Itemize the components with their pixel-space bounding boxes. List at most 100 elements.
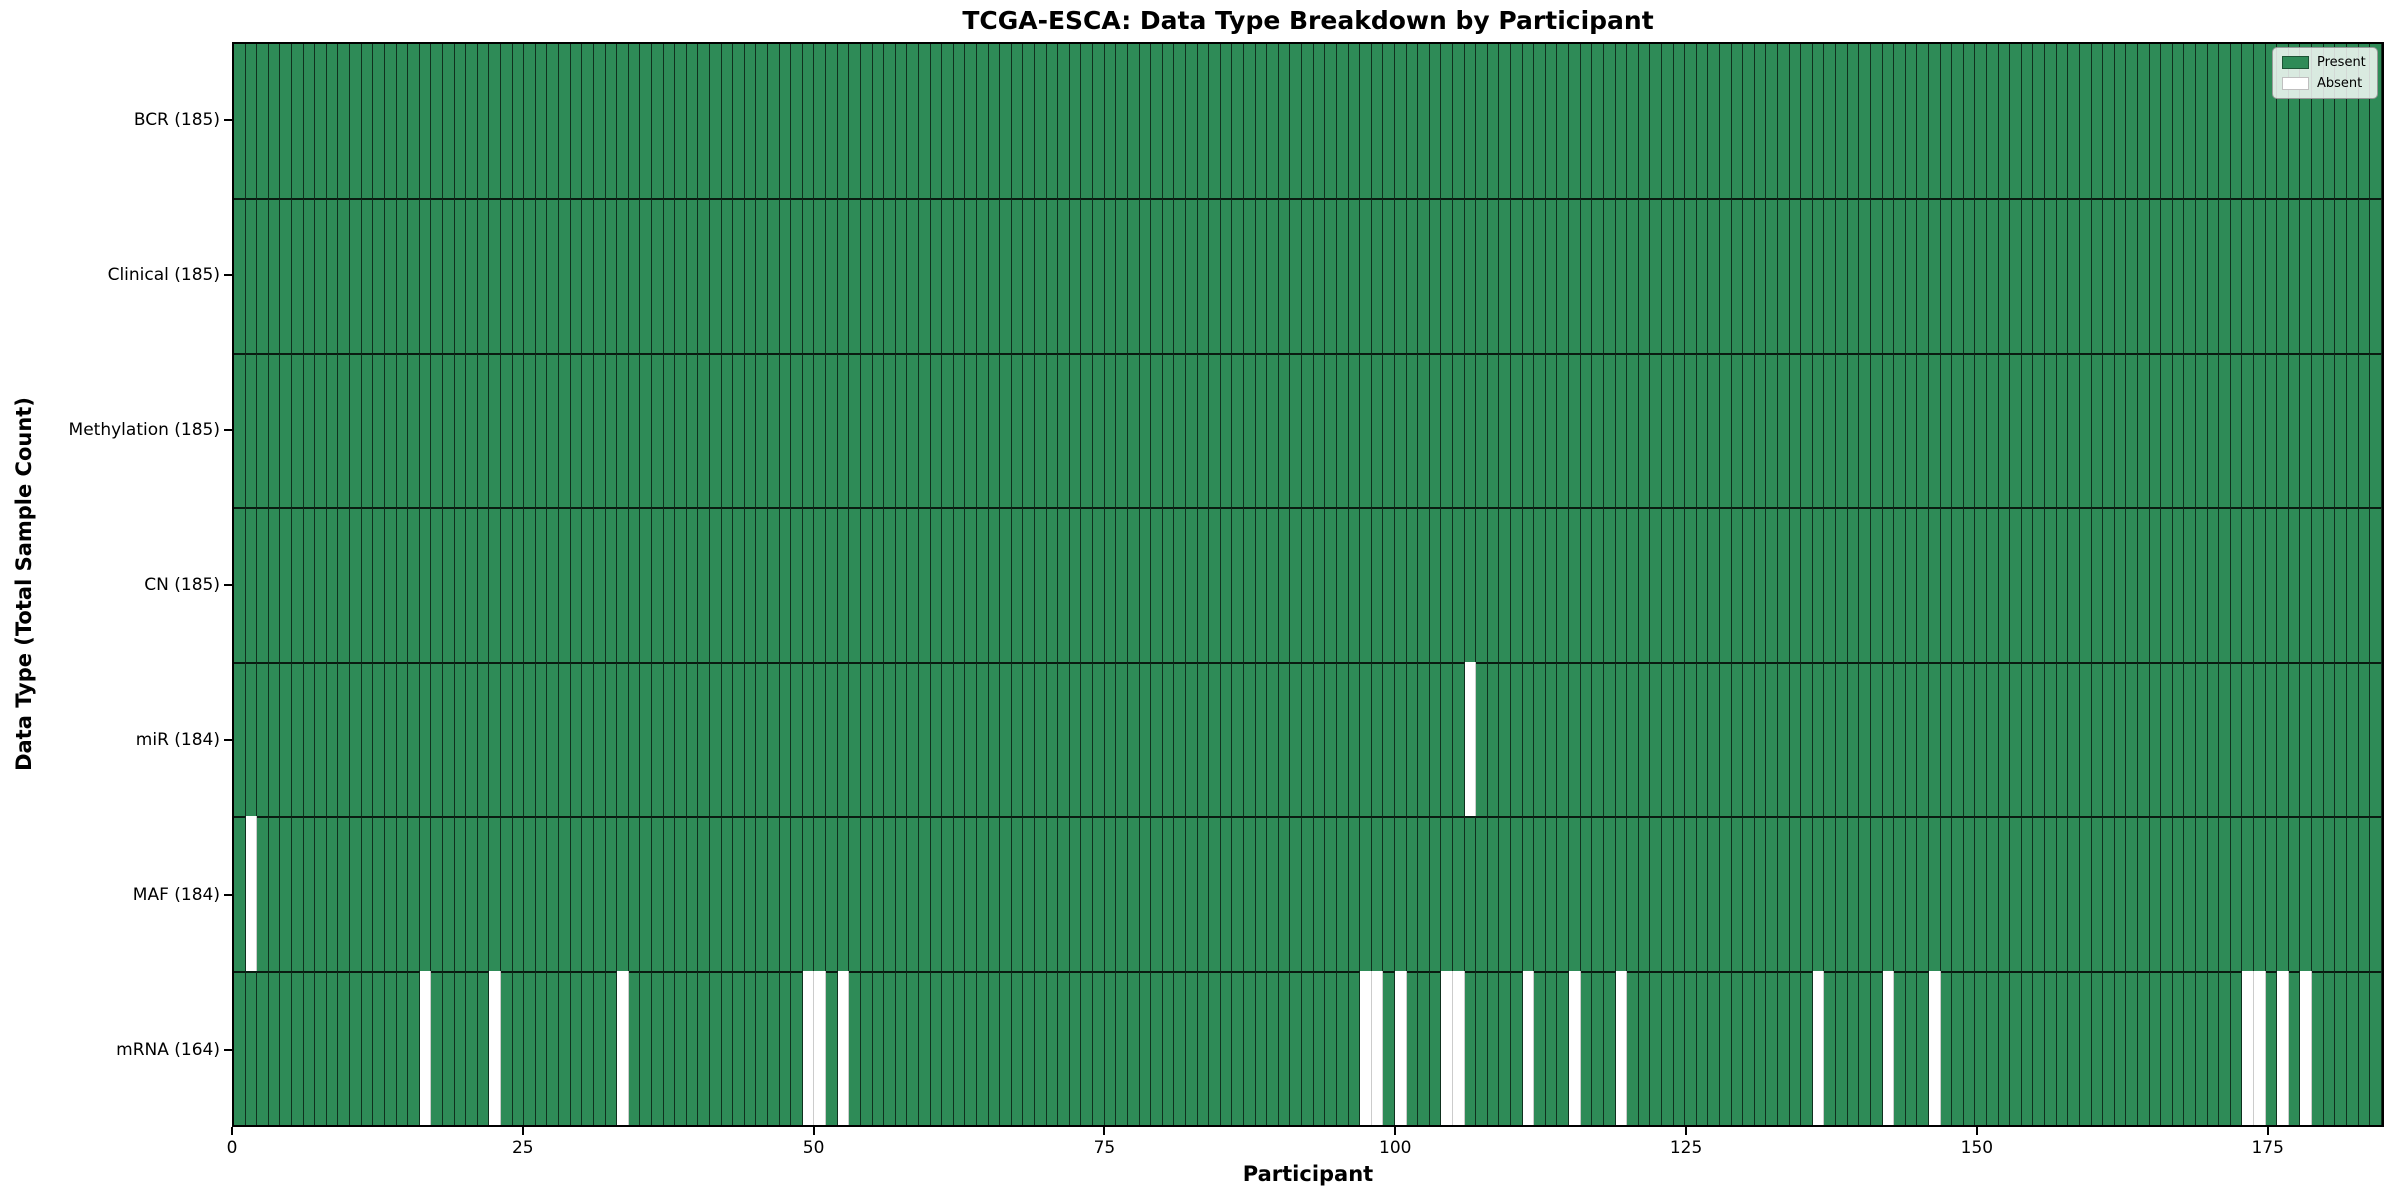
cell-present bbox=[593, 198, 606, 353]
cell-absent bbox=[814, 970, 827, 1125]
cell-present bbox=[2161, 507, 2173, 662]
cell-present bbox=[640, 507, 652, 662]
x-tick-label-25: 25 bbox=[511, 1138, 534, 1158]
cell-present bbox=[1812, 352, 1825, 508]
cell-present bbox=[1336, 198, 1349, 353]
cell-present bbox=[1917, 198, 1929, 353]
cell-present bbox=[1151, 661, 1163, 817]
cell-present bbox=[535, 198, 548, 353]
cell-present bbox=[1209, 44, 1221, 199]
cell-present bbox=[2230, 352, 2243, 508]
cell-present bbox=[268, 198, 281, 353]
cell-present bbox=[1441, 198, 1453, 353]
cell-present bbox=[2161, 44, 2173, 199]
cell-present bbox=[2149, 198, 2162, 353]
cell-present bbox=[965, 352, 977, 508]
cell-present bbox=[1035, 816, 1047, 971]
cell-present bbox=[1174, 44, 1186, 199]
cell-present bbox=[431, 970, 443, 1125]
cell-present bbox=[1360, 661, 1372, 817]
cell-present bbox=[1441, 44, 1453, 199]
cell-present bbox=[361, 816, 374, 971]
cell-present bbox=[733, 661, 745, 817]
cell-present bbox=[965, 816, 977, 971]
y-tick-label-clinical: Clinical (185) bbox=[107, 264, 220, 285]
cell-present bbox=[1859, 507, 1871, 662]
cell-present bbox=[814, 352, 827, 508]
cell-present bbox=[907, 816, 919, 971]
cell-present bbox=[733, 970, 745, 1125]
cell-present bbox=[2346, 661, 2359, 817]
cell-present bbox=[860, 507, 873, 662]
cell-present bbox=[1081, 352, 1094, 508]
cell-present bbox=[1952, 970, 1964, 1125]
cell-present bbox=[268, 44, 281, 199]
cell-present bbox=[826, 44, 838, 199]
cell-present bbox=[1046, 816, 1059, 971]
cell-present bbox=[396, 816, 409, 971]
cell-present bbox=[501, 507, 513, 662]
cell-present bbox=[1511, 352, 1523, 508]
cell-present bbox=[384, 198, 397, 353]
cell-present bbox=[1383, 816, 1395, 971]
cell-present bbox=[2068, 661, 2080, 817]
cell-present bbox=[1093, 44, 1105, 199]
cell-present bbox=[1650, 816, 1662, 971]
cell-present bbox=[1313, 44, 1326, 199]
cell-present bbox=[2346, 507, 2359, 662]
cell-present bbox=[280, 352, 293, 508]
cell-present bbox=[2242, 198, 2255, 353]
cell-present bbox=[2254, 198, 2266, 353]
cell-present bbox=[559, 44, 571, 199]
cell-present bbox=[2370, 970, 2382, 1125]
cell-present bbox=[1081, 661, 1094, 817]
cell-present bbox=[884, 44, 896, 199]
cell-present bbox=[1650, 198, 1662, 353]
cell-present bbox=[651, 661, 664, 817]
cell-present bbox=[663, 970, 676, 1125]
cell-present bbox=[582, 198, 594, 353]
cell-present bbox=[1824, 970, 1837, 1125]
cell-present bbox=[756, 44, 769, 199]
cell-present bbox=[721, 198, 734, 353]
cell-present bbox=[2021, 816, 2034, 971]
cell-present bbox=[477, 970, 490, 1125]
cell-present bbox=[1220, 352, 1233, 508]
cell-present bbox=[1093, 970, 1105, 1125]
cell-present bbox=[1116, 352, 1128, 508]
cell-present bbox=[1917, 352, 1929, 508]
cell-absent bbox=[2277, 970, 2289, 1125]
cell-present bbox=[942, 352, 954, 508]
cell-present bbox=[1963, 661, 1976, 817]
cell-present bbox=[872, 507, 885, 662]
cell-present bbox=[1940, 352, 1953, 508]
cell-present bbox=[245, 198, 258, 353]
cell-present bbox=[965, 507, 977, 662]
cell-present bbox=[1917, 816, 1929, 971]
cell-present bbox=[907, 661, 919, 817]
cell-present bbox=[1511, 661, 1523, 817]
cell-present bbox=[1696, 816, 1709, 971]
cell-present bbox=[2033, 44, 2046, 199]
cell-absent bbox=[419, 970, 432, 1125]
cell-present bbox=[2207, 816, 2220, 971]
cell-present bbox=[791, 970, 803, 1125]
cell-present bbox=[1116, 198, 1128, 353]
y-tick-label-bcr: BCR (185) bbox=[133, 109, 220, 130]
cell-present bbox=[1302, 661, 1314, 817]
cell-present bbox=[2335, 198, 2347, 353]
cell-present bbox=[617, 198, 629, 353]
cell-present bbox=[1685, 44, 1697, 199]
cell-present bbox=[953, 352, 966, 508]
cell-present bbox=[907, 44, 919, 199]
cell-present bbox=[721, 507, 734, 662]
cell-present bbox=[1870, 970, 1883, 1125]
cell-present bbox=[1975, 198, 1988, 353]
cell-present bbox=[640, 661, 652, 817]
cell-present bbox=[2265, 352, 2278, 508]
cell-present bbox=[733, 44, 745, 199]
cell-present bbox=[628, 352, 641, 508]
cell-present bbox=[942, 198, 954, 353]
cell-present bbox=[454, 352, 467, 508]
cell-present bbox=[2277, 44, 2289, 199]
